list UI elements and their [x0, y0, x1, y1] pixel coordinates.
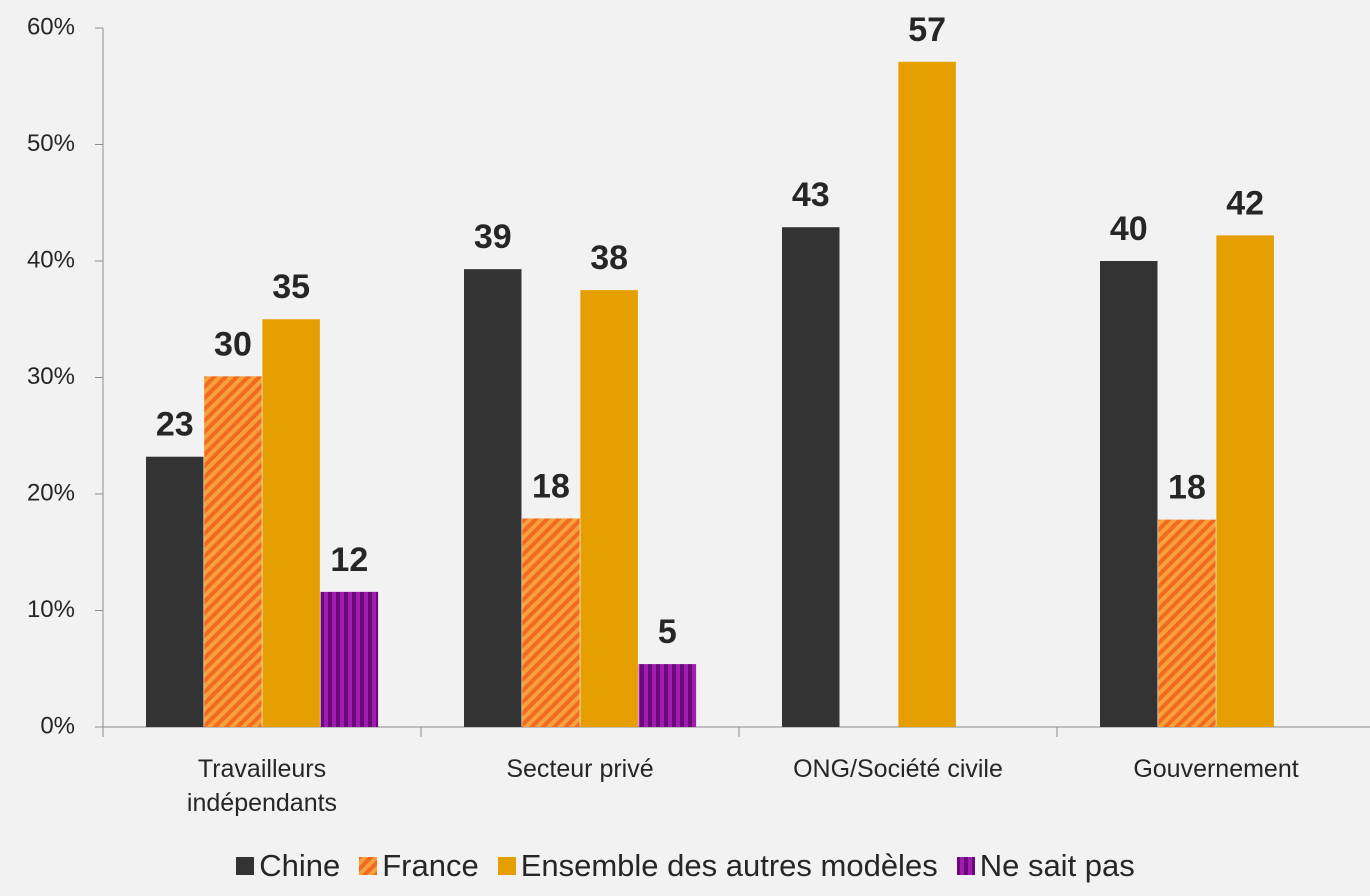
- bar: [522, 518, 580, 727]
- y-tick-label: 30%: [27, 363, 75, 390]
- x-tick-label: ONG/Société civile: [793, 755, 1003, 783]
- y-tick-label: 0%: [40, 712, 75, 739]
- data-label: 18: [1168, 469, 1206, 507]
- bar: [638, 664, 697, 727]
- legend-marker: [956, 857, 975, 875]
- bar: [898, 61, 956, 728]
- data-label: 57: [908, 11, 946, 49]
- bar: [1158, 519, 1216, 727]
- bar: [464, 269, 522, 727]
- legend-label: Ne sait pas: [979, 848, 1135, 883]
- legend-marker: [359, 857, 378, 875]
- legend-label: Chine: [259, 848, 341, 883]
- data-label: 18: [532, 467, 570, 505]
- y-tick-label: 50%: [27, 130, 75, 157]
- bar: [1216, 235, 1274, 727]
- legend: Chine France Ensemble des autres modèles Ne…: [0, 848, 1370, 884]
- legend-label: France: [382, 848, 479, 883]
- y-tick-label: 60%: [27, 13, 75, 40]
- legend-item: Chine: [235, 848, 340, 884]
- legend-swatch: [236, 857, 255, 875]
- x-tick-label: Secteur privé: [506, 755, 654, 783]
- data-label: 35: [272, 268, 310, 306]
- legend-item: Ne sait pas: [956, 848, 1135, 884]
- legend-marker: [236, 857, 255, 875]
- data-label: 39: [474, 218, 512, 256]
- legend-item: France: [358, 848, 479, 884]
- legend-label: Ensemble des autres modèles: [520, 848, 938, 883]
- data-label: 30: [214, 325, 252, 363]
- data-label: 5: [658, 613, 677, 651]
- data-label: 12: [330, 541, 368, 579]
- legend-swatch: [359, 857, 378, 875]
- y-tick-label: 20%: [27, 479, 75, 506]
- bar: [782, 227, 840, 727]
- legend-marker: [497, 857, 516, 875]
- bar: [204, 376, 262, 727]
- x-tick-label: Gouvernement: [1133, 755, 1299, 783]
- bar: [580, 290, 638, 727]
- x-tick-label: Travailleurs indépendants: [186, 755, 338, 817]
- y-tick-label: 10%: [27, 596, 75, 623]
- bar: [146, 456, 204, 727]
- bar: [1100, 261, 1158, 727]
- data-label: 23: [156, 406, 194, 444]
- legend-item: Ensemble des autres modèles: [497, 848, 938, 884]
- y-tick-label: 40%: [27, 246, 75, 273]
- data-label: 42: [1226, 184, 1264, 222]
- bar: [262, 319, 320, 727]
- legend-swatch: [497, 857, 516, 875]
- data-label: 38: [590, 239, 628, 277]
- bar: [320, 591, 379, 727]
- legend-swatch: [956, 857, 975, 875]
- data-label: 43: [792, 176, 830, 214]
- data-label: 40: [1110, 210, 1148, 248]
